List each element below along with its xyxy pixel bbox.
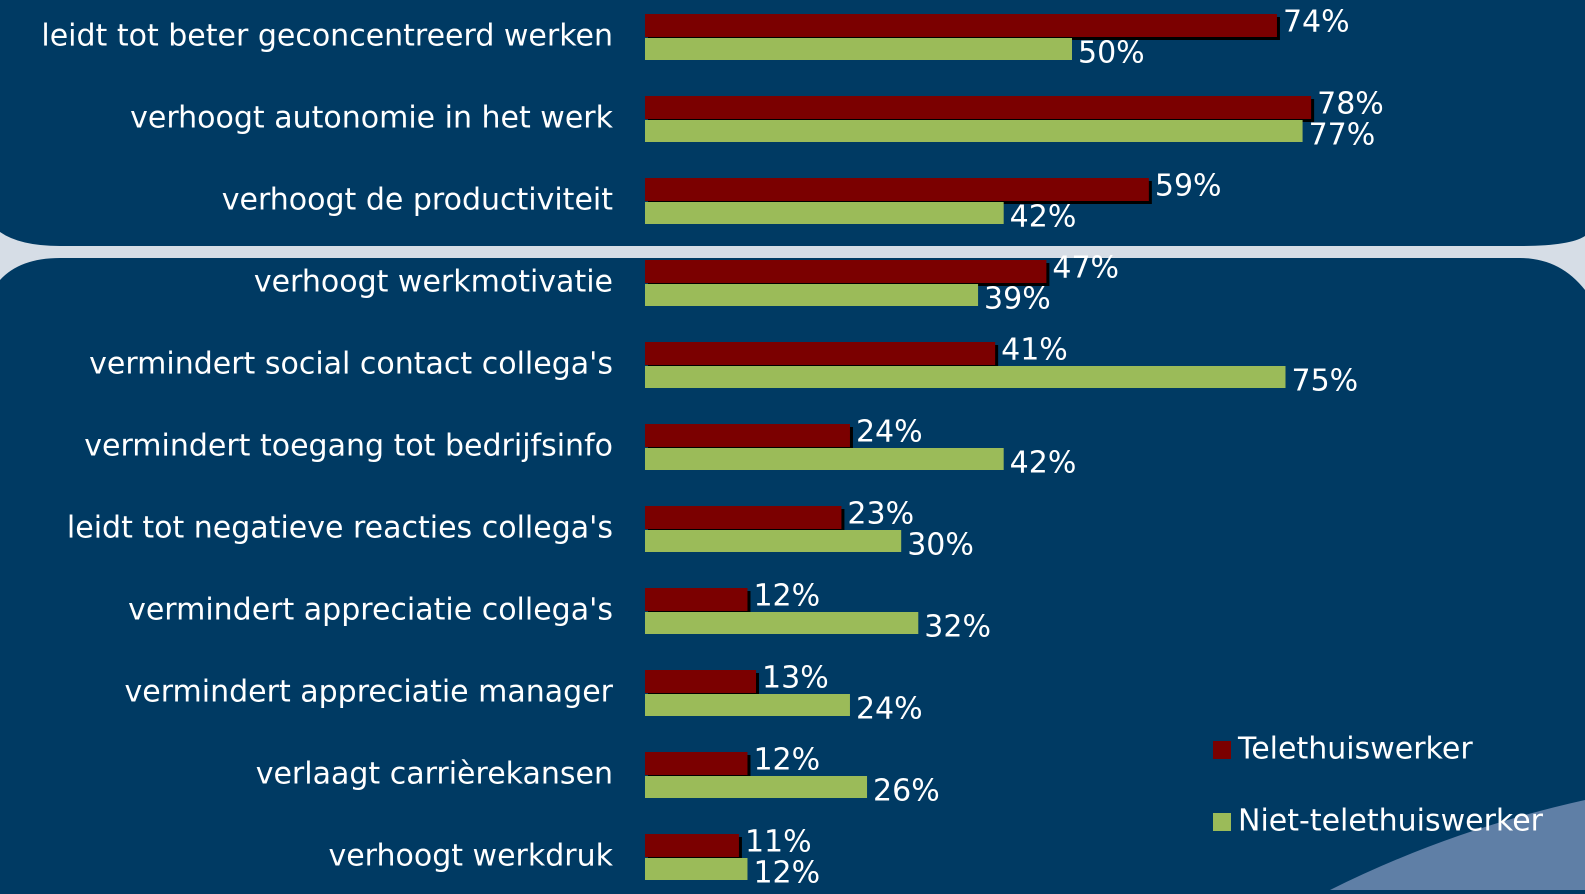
value-label: 50%: [1078, 36, 1145, 71]
category-label: leidt tot negatieve reacties collega's: [67, 511, 613, 546]
value-label: 74%: [1283, 5, 1350, 40]
value-label: 11%: [745, 825, 812, 860]
bar: [645, 424, 850, 447]
category-label: leidt tot beter geconcentreerd werken: [41, 19, 613, 54]
category-label: verlaagt carrièrekansen: [256, 757, 613, 792]
bar: [645, 96, 1312, 119]
bar: [645, 448, 1004, 470]
category-label: verhoogt werkdruk: [328, 839, 613, 874]
value-label: 24%: [856, 692, 923, 727]
value-label: 77%: [1309, 118, 1376, 153]
bar: [645, 752, 748, 775]
bar: [645, 38, 1072, 60]
bar: [645, 694, 850, 716]
value-label: 23%: [847, 497, 914, 532]
bar: [645, 366, 1286, 388]
value-label: 59%: [1155, 169, 1222, 204]
value-label: 24%: [856, 415, 923, 450]
bar: [645, 284, 979, 306]
bar: [645, 530, 902, 552]
bar: [645, 776, 868, 798]
bar: [645, 260, 1047, 283]
legend-label: Niet-telethuiswerker: [1238, 804, 1544, 839]
bar: [645, 670, 757, 693]
category-label: verhoogt autonomie in het werk: [130, 101, 613, 136]
value-label: 41%: [1001, 333, 1068, 368]
value-label: 30%: [907, 528, 974, 563]
category-label: vermindert social contact collega's: [89, 347, 613, 382]
category-label: verhoogt de productiviteit: [222, 183, 613, 218]
value-label: 47%: [1052, 251, 1119, 286]
value-label: 42%: [1010, 446, 1077, 481]
value-label: 39%: [984, 282, 1051, 317]
category-label: vermindert appreciatie manager: [125, 675, 614, 710]
bar: [645, 120, 1303, 142]
value-label: 13%: [762, 661, 829, 696]
category-label: vermindert appreciatie collega's: [128, 593, 613, 628]
value-label: 75%: [1292, 364, 1359, 399]
swoosh-corner: [1330, 800, 1585, 890]
bar: [645, 588, 748, 611]
bar: [645, 178, 1149, 201]
value-label: 12%: [753, 743, 820, 778]
category-label: verhoogt werkmotivatie: [254, 265, 613, 300]
value-label: 78%: [1317, 87, 1384, 122]
value-label: 12%: [753, 579, 820, 614]
bar: [645, 506, 842, 529]
value-label: 12%: [753, 856, 820, 891]
value-label: 26%: [873, 774, 940, 809]
bar: [645, 202, 1004, 224]
bar: [645, 14, 1277, 37]
legend-label: Telethuiswerker: [1237, 732, 1473, 767]
bar: [645, 342, 996, 365]
value-label: 42%: [1010, 200, 1077, 235]
category-label: vermindert toegang tot bedrijfsinfo: [84, 429, 613, 464]
swoosh-band: [0, 232, 1585, 290]
legend-swatch: [1213, 813, 1231, 831]
bar: [645, 858, 748, 880]
value-label: 32%: [924, 610, 991, 645]
bar: [645, 612, 919, 634]
legend-swatch: [1213, 741, 1231, 759]
bar: [645, 834, 739, 857]
